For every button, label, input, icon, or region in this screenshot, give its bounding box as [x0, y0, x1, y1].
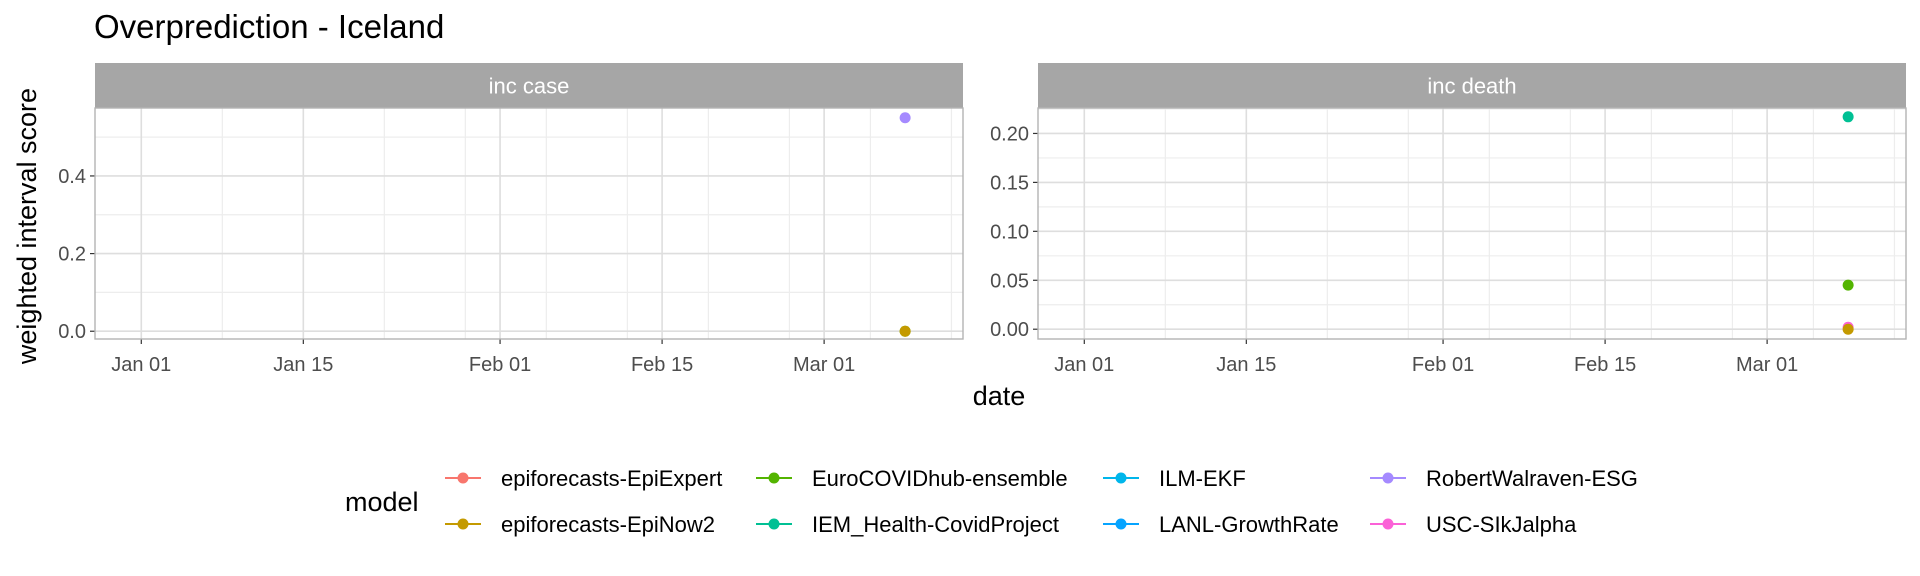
data-point	[1842, 111, 1854, 123]
panel-border	[94, 107, 964, 340]
x-tick-label: Jan 15	[273, 354, 333, 376]
legend-items: epiforecasts-EpiExpert epiforecasts-EpiNo…	[445, 466, 1638, 537]
legend-item: USC-SIkJalpha	[1370, 512, 1577, 537]
legend-item: ILM-EKF	[1103, 466, 1246, 491]
y-tick-label: 0.05	[990, 270, 1029, 292]
legend-key-point	[768, 472, 780, 484]
legend: model epiforecasts-EpiExpertepiforecasts…	[345, 466, 1638, 537]
legend-key-point	[457, 518, 469, 530]
x-tick-label: Feb 15	[1574, 354, 1636, 376]
legend-item-label: EuroCOVIDhub-ensemble	[812, 466, 1068, 491]
x-tick-label: Jan 15	[1216, 354, 1276, 376]
y-tick-label: 0.2	[58, 244, 86, 266]
facet-strip	[95, 63, 963, 108]
legend-item-label: IEM_Health-CovidProject	[812, 512, 1059, 537]
x-tick-label: Mar 01	[793, 354, 855, 376]
legend-item-label: ILM-EKF	[1159, 466, 1246, 491]
facet-strip-label: inc case	[489, 74, 570, 99]
chart-title: Overprediction - Iceland	[94, 8, 444, 45]
facet-panels: inc case 0.0 0.2 0.4 Jan 01 Jan 15 Feb 01 Feb 1…	[58, 63, 1907, 376]
panel-border	[1037, 107, 1907, 340]
legend-item-label: LANL-GrowthRate	[1159, 512, 1339, 537]
legend-item: epiforecasts-EpiNow2	[445, 512, 715, 537]
data-point	[899, 112, 911, 124]
facet-strip-label: inc death	[1427, 74, 1516, 99]
legend-title: model	[345, 487, 419, 517]
legend-item-label: epiforecasts-EpiExpert	[501, 466, 722, 491]
legend-key-point	[457, 472, 469, 484]
legend-item-label: RobertWalraven-ESG	[1426, 466, 1638, 491]
y-tick-label: 0.15	[990, 172, 1029, 194]
x-tick-label: Feb 15	[631, 354, 693, 376]
y-tick-label: 0.20	[990, 123, 1029, 145]
x-tick-label: Feb 01	[469, 354, 531, 376]
x-tick-label: Mar 01	[1736, 354, 1798, 376]
legend-key-point	[1115, 472, 1127, 484]
x-axis-label: date	[973, 381, 1026, 411]
data-point	[1842, 323, 1854, 335]
legend-key-point	[768, 518, 780, 530]
legend-key-point	[1115, 518, 1127, 530]
x-tick-label: Feb 01	[1412, 354, 1474, 376]
y-axis-label: weighted interval score	[12, 88, 42, 365]
facet-panel: inc case 0.0 0.2 0.4 Jan 01 Jan 15 Feb 01 Feb 1…	[58, 63, 964, 376]
data-point	[1842, 279, 1854, 291]
legend-item: IEM_Health-CovidProject	[756, 512, 1059, 537]
legend-item: epiforecasts-EpiExpert	[445, 466, 722, 491]
y-tick-label: 0.0	[58, 321, 86, 343]
x-tick-label: Jan 01	[111, 354, 171, 376]
y-tick-label: 0.4	[58, 166, 86, 188]
legend-item: EuroCOVIDhub-ensemble	[756, 466, 1068, 491]
data-point	[899, 325, 911, 337]
legend-item: LANL-GrowthRate	[1103, 512, 1339, 537]
facet-strip	[1038, 63, 1906, 108]
y-tick-label: 0.00	[990, 319, 1029, 341]
legend-item-label: epiforecasts-EpiNow2	[501, 512, 715, 537]
facet-panel: inc death 0.00 0.05 0.10 0.15 0.20 Jan 01 Jan 1…	[990, 63, 1907, 376]
x-tick-label: Jan 01	[1054, 354, 1114, 376]
y-tick-label: 0.10	[990, 221, 1029, 243]
legend-item-label: USC-SIkJalpha	[1426, 512, 1577, 537]
legend-key-point	[1382, 518, 1394, 530]
legend-item: RobertWalraven-ESG	[1370, 466, 1638, 491]
legend-key-point	[1382, 472, 1394, 484]
